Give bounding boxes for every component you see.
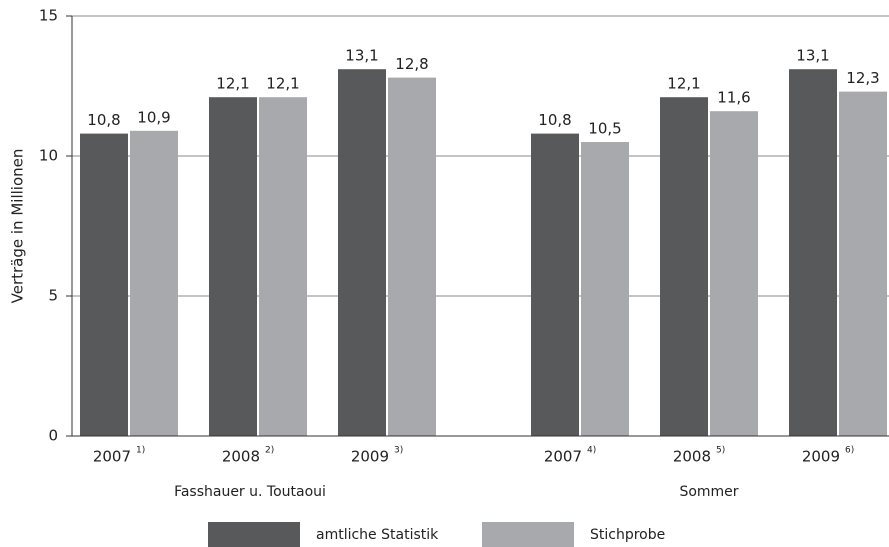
value-label: 13,1 — [345, 47, 378, 65]
group-label: Sommer — [679, 484, 738, 500]
legend-swatch — [482, 522, 574, 547]
footnote: 3) — [394, 446, 403, 456]
value-label: 12,1 — [667, 75, 700, 93]
footnote: 1) — [136, 446, 145, 456]
value-label: 12,3 — [846, 69, 879, 87]
bar — [80, 133, 128, 436]
footnote: 4) — [587, 446, 596, 456]
y-axis-label: Verträge in Millionen — [9, 149, 27, 304]
y-tick-label: 15 — [39, 7, 58, 25]
legend-label: Stichprobe — [590, 527, 665, 543]
bar — [209, 97, 257, 436]
y-tick-label: 10 — [39, 147, 58, 165]
x-tick-label: 2007 — [93, 448, 131, 466]
footnote: 6) — [845, 446, 854, 456]
value-label: 10,9 — [137, 108, 170, 126]
bar — [839, 91, 887, 436]
bar — [388, 77, 436, 436]
value-label: 13,1 — [796, 47, 829, 65]
footnote: 2) — [265, 446, 274, 456]
bar — [660, 97, 708, 436]
value-label: 10,5 — [588, 120, 621, 138]
value-label: 11,6 — [717, 89, 750, 107]
x-tick-label: 2009 — [351, 448, 389, 466]
bar — [130, 130, 178, 437]
group-label: Fasshauer u. Toutaoui — [174, 484, 326, 500]
legend-label: amtliche Statistik — [316, 527, 439, 543]
value-label: 12,8 — [395, 55, 428, 73]
value-label: 10,8 — [87, 111, 120, 129]
bar — [259, 97, 307, 436]
bar — [581, 142, 629, 436]
x-tick-label: 2008 — [673, 448, 711, 466]
legend-swatch — [208, 522, 300, 547]
bar — [710, 111, 758, 436]
bar — [531, 133, 579, 436]
x-tick-label: 2007 — [544, 448, 582, 466]
x-tick-label: 2008 — [222, 448, 260, 466]
y-tick-label: 0 — [48, 427, 58, 445]
bar — [789, 69, 837, 436]
x-tick-label: 2009 — [802, 448, 840, 466]
value-label: 10,8 — [538, 111, 571, 129]
value-label: 12,1 — [216, 75, 249, 93]
y-tick-label: 5 — [48, 287, 58, 305]
value-label: 12,1 — [266, 75, 299, 93]
bar — [338, 69, 386, 436]
footnote: 5) — [716, 446, 725, 456]
